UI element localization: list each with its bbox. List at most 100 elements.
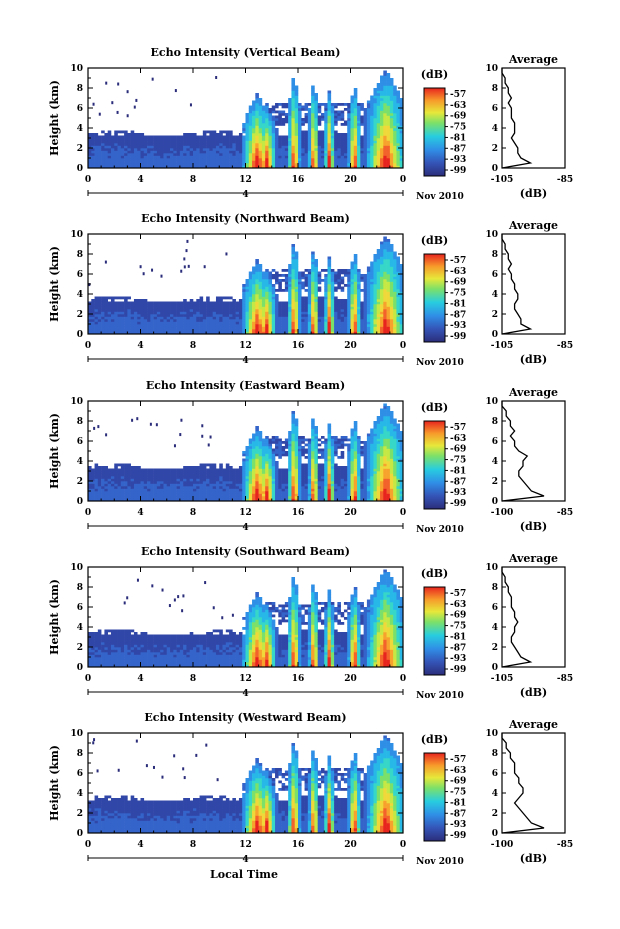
heatmap-cell — [153, 491, 158, 494]
heatmap-cell — [265, 135, 269, 139]
heatmap-cell — [396, 294, 401, 297]
heatmap-cell — [347, 163, 351, 166]
heatmap-cell — [117, 321, 122, 325]
heatmap-cell — [301, 165, 305, 169]
heatmap-cell — [311, 309, 315, 312]
heatmap-cell — [104, 488, 108, 492]
heatmap-cell — [114, 491, 118, 494]
heatmap-cell — [271, 165, 276, 169]
heatmap-cell — [386, 165, 391, 169]
heatmap-cell — [215, 311, 220, 315]
heatmap-cell — [212, 496, 217, 499]
heatmap-cell — [170, 319, 174, 322]
heatmap-cell — [261, 493, 266, 497]
heatmap-cell — [163, 143, 168, 146]
heatmap-cell — [265, 299, 269, 302]
heatmap-cell — [399, 120, 404, 124]
heatmap-cell — [196, 306, 200, 310]
heatmap-cell — [383, 306, 387, 310]
heatmap-cell — [232, 163, 236, 166]
heatmap-cell — [196, 326, 200, 330]
heatmap-cell — [255, 130, 259, 134]
heatmap-cell — [373, 90, 378, 94]
heatmap-cell — [324, 294, 328, 297]
heatmap-cell — [255, 324, 259, 327]
heatmap-cell — [357, 130, 361, 134]
heatmap-cell — [170, 165, 174, 169]
heatmap-cell — [120, 153, 125, 156]
heatmap-cell — [261, 458, 266, 462]
heatmap-cell — [268, 306, 273, 310]
heatmap-cell — [314, 158, 318, 161]
heatmap-cell — [183, 143, 187, 146]
heatmap-cell — [261, 150, 266, 154]
heatmap-cell — [147, 331, 151, 335]
heatmap-cell — [186, 138, 191, 141]
heatmap-cell — [265, 140, 269, 144]
heatmap-cell — [252, 108, 256, 111]
heatmap-cell — [271, 309, 276, 312]
heatmap-cell — [317, 108, 322, 111]
heatmap-cell — [386, 80, 391, 84]
heatmap-cell — [242, 481, 246, 484]
heatmap-cell — [343, 304, 348, 307]
heatmap-cell — [101, 321, 105, 325]
heatmap-cell — [294, 329, 299, 332]
heatmap-cell — [104, 468, 108, 472]
heatmap-cell — [366, 301, 371, 305]
heatmap-cell — [347, 158, 351, 161]
heatmap-cell — [127, 493, 131, 497]
heatmap-cell — [258, 105, 263, 109]
heatmap-cell — [399, 329, 404, 332]
heatmap-cell — [189, 326, 194, 330]
heatmap-cell — [311, 125, 315, 129]
heatmap-cell — [147, 476, 151, 479]
heatmap-cell — [320, 130, 325, 134]
heatmap-cell — [330, 118, 335, 121]
heatmap-cell — [163, 150, 168, 154]
heatmap-cell — [265, 306, 269, 310]
heatmap-cell — [350, 100, 355, 104]
heatmap-cell — [317, 321, 322, 325]
heatmap-cell — [380, 266, 384, 270]
heatmap-cell — [183, 299, 187, 302]
heatmap-cell — [360, 153, 364, 156]
heatmap-cell — [248, 281, 253, 285]
heatmap-cell — [370, 108, 374, 111]
heatmap-cell — [248, 316, 253, 320]
heatmap-cell — [360, 163, 364, 166]
heatmap-cell — [258, 488, 263, 492]
heatmap-cell — [130, 483, 135, 487]
heatmap-cell — [330, 108, 335, 111]
heatmap-cell — [383, 115, 387, 119]
heatmap-cell — [117, 331, 122, 335]
heatmap-cell — [212, 150, 217, 154]
heatmap-cell — [291, 110, 296, 114]
heatmap-cell — [219, 301, 223, 305]
heatmap-cell — [186, 326, 191, 330]
heatmap-cell — [360, 276, 364, 280]
heatmap-cell — [107, 153, 112, 156]
heatmap-cell — [363, 291, 368, 295]
heatmap-cell — [396, 319, 401, 322]
heatmap-cell — [311, 160, 315, 164]
heatmap-cell — [383, 83, 387, 86]
heatmap-cell — [393, 281, 397, 285]
heatmap-cell — [275, 145, 279, 149]
heatmap-cell — [327, 261, 332, 265]
heatmap-cell — [229, 148, 233, 151]
heatmap-cell — [304, 158, 309, 161]
heatmap-cell — [206, 301, 210, 305]
heatmap-cell — [294, 123, 299, 126]
heatmap-cell — [311, 163, 315, 166]
heatmap-cell — [248, 138, 253, 141]
heatmap-cell — [160, 496, 164, 499]
heatmap-cell — [386, 143, 391, 146]
heatmap-cell — [288, 110, 292, 114]
heatmap-cell — [176, 491, 181, 494]
heatmap-cell — [229, 150, 233, 154]
heatmap-cell — [360, 274, 364, 277]
heatmap-cell — [206, 145, 210, 149]
heatmap-cell — [117, 148, 122, 151]
heatmap-cell — [366, 160, 371, 164]
